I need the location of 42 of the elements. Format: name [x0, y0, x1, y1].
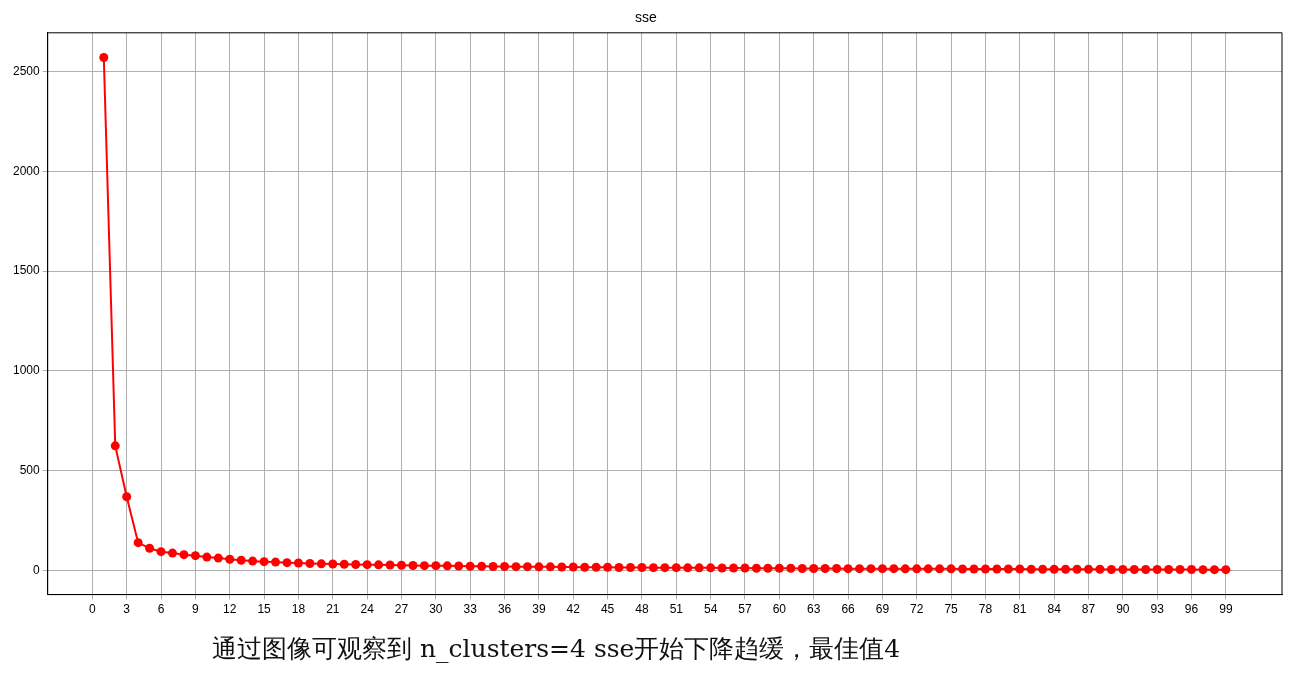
x-tick-label: 45 — [600, 602, 615, 617]
y-tick-label: 0 — [33, 562, 41, 577]
y-tick-label: 2500 — [12, 63, 41, 78]
y-tick-label: 1000 — [12, 363, 41, 378]
x-tick-label: 93 — [1150, 602, 1165, 617]
y-tick-label: 2000 — [12, 163, 41, 178]
x-tick-label: 87 — [1081, 602, 1096, 617]
x-tick-label: 36 — [497, 602, 512, 617]
x-tick-label: 33 — [463, 602, 478, 617]
x-tick-label: 21 — [326, 602, 340, 617]
x-tick-label: 78 — [978, 602, 993, 617]
text: 通过图像可观察到 n_clusters=4 sse开始下降趋缓，最佳值4 — [212, 633, 901, 665]
x-tick-label: 39 — [532, 602, 546, 617]
x-tick-label: 18 — [291, 602, 306, 617]
x-tick-label: 60 — [772, 602, 787, 617]
x-tick-label: 3 — [123, 602, 131, 617]
x-tick-label: 12 — [223, 602, 237, 617]
x-tick-label: 0 — [89, 602, 97, 617]
x-tick-label: 90 — [1116, 602, 1130, 617]
x-tick-label: 6 — [157, 602, 165, 617]
chart-title: sse — [635, 9, 658, 26]
x-tick-label: 15 — [257, 602, 272, 617]
x-tick-label: 57 — [738, 602, 752, 617]
x-tick-label: 48 — [635, 602, 649, 617]
x-tick-label: 66 — [841, 602, 856, 617]
x-tick-label: 54 — [703, 602, 718, 617]
x-tick-label: 42 — [566, 602, 581, 617]
x-tick-label: 72 — [910, 602, 924, 617]
y-tick-label: 500 — [19, 463, 41, 478]
x-tick-label: 69 — [875, 602, 890, 617]
x-tick-label: 81 — [1013, 602, 1027, 617]
y-tick-label: 1500 — [12, 263, 41, 278]
x-tick-label: 51 — [669, 602, 684, 617]
x-tick-label: 27 — [394, 602, 409, 617]
x-tick-label: 9 — [192, 602, 200, 617]
x-tick-label: 30 — [429, 602, 443, 617]
x-tick-label: 63 — [807, 602, 821, 617]
x-tick-label: 96 — [1184, 602, 1199, 617]
x-tick-label: 84 — [1047, 602, 1062, 617]
x-tick-label: 24 — [360, 602, 375, 617]
x-tick-label: 75 — [944, 602, 959, 617]
x-tick-label: 99 — [1219, 602, 1233, 617]
